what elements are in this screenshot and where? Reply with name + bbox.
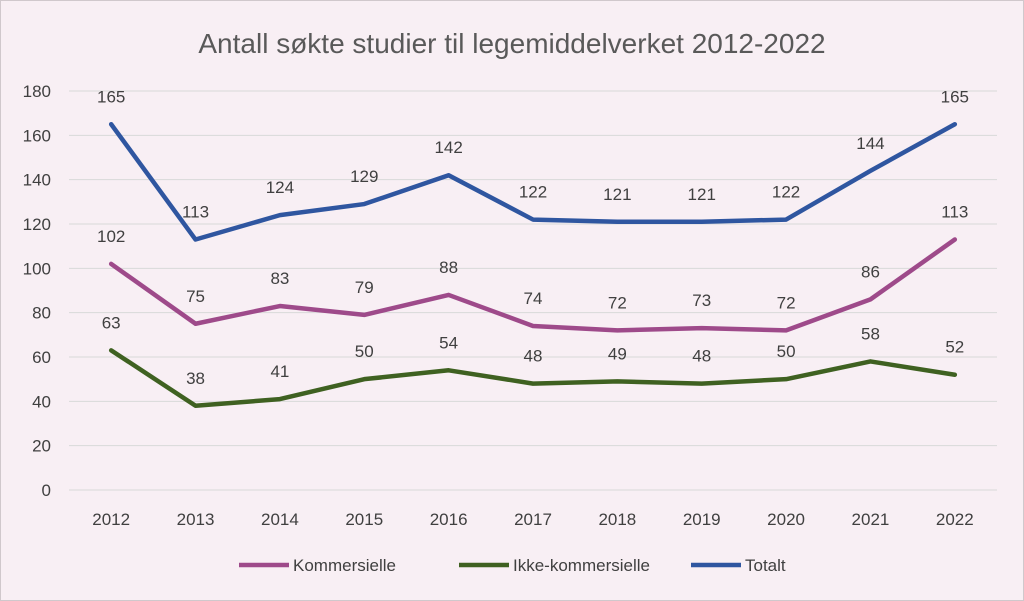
data-label-kommersielle: 72: [608, 293, 627, 312]
data-label-totalt: 113: [182, 203, 209, 222]
data-label-kommersielle: 79: [355, 278, 374, 297]
data-label-ikke-kommersielle: 50: [777, 342, 796, 361]
data-label-totalt: 165: [97, 87, 125, 106]
legend-label-ikke-kommersielle: Ikke-kommersielle: [513, 556, 650, 575]
data-label-kommersielle: 75: [186, 287, 205, 306]
data-label-ikke-kommersielle: 38: [186, 369, 205, 388]
data-label-kommersielle: 102: [97, 227, 125, 246]
y-tick-label: 60: [32, 348, 51, 367]
y-tick-label: 160: [23, 126, 51, 145]
x-tick-label: 2013: [177, 510, 215, 529]
data-label-kommersielle: 86: [861, 262, 880, 281]
data-label-kommersielle: 72: [777, 293, 796, 312]
data-label-kommersielle: 73: [692, 291, 711, 310]
data-label-totalt: 144: [856, 134, 884, 153]
x-tick-label: 2021: [852, 510, 890, 529]
y-tick-label: 20: [32, 437, 51, 456]
data-label-kommersielle: 83: [270, 269, 289, 288]
data-label-ikke-kommersielle: 49: [608, 344, 627, 363]
legend: Kommersielle Ikke-kommersielle Totalt: [239, 556, 786, 575]
y-tick-label: 0: [42, 481, 51, 500]
x-tick-label: 2022: [936, 510, 974, 529]
data-label-ikke-kommersielle: 63: [102, 313, 121, 332]
data-labels: 102 75 83 79 88 74 72 73 72 86 113 63 38 41 50 54 48 49 48…: [97, 87, 969, 388]
x-tick-label: 2018: [598, 510, 636, 529]
x-tick-label: 2016: [430, 510, 468, 529]
data-label-totalt: 122: [772, 183, 800, 202]
y-tick-label: 120: [23, 215, 51, 234]
legend-label-kommersielle: Kommersielle: [293, 556, 396, 575]
series-line-totalt: [108, 122, 958, 242]
legend-label-totalt: Totalt: [745, 556, 786, 575]
data-label-totalt: 122: [519, 183, 547, 202]
data-label-ikke-kommersielle: 54: [439, 333, 458, 352]
x-tick-label: 2017: [514, 510, 552, 529]
data-label-kommersielle: 74: [524, 289, 543, 308]
data-label-ikke-kommersielle: 48: [524, 347, 543, 366]
series-lines: [108, 122, 958, 409]
data-label-totalt: 124: [266, 178, 294, 197]
data-label-ikke-kommersielle: 52: [945, 338, 964, 357]
y-tick-label: 100: [23, 259, 51, 278]
y-tick-label: 80: [32, 304, 51, 323]
data-label-ikke-kommersielle: 50: [355, 342, 374, 361]
x-tick-label: 2012: [92, 510, 130, 529]
data-label-totalt: 121: [603, 185, 631, 204]
series-line-kommersielle: [108, 237, 958, 333]
data-label-kommersielle: 88: [439, 258, 458, 277]
y-tick-label: 180: [23, 82, 51, 101]
x-tick-label: 2015: [345, 510, 383, 529]
data-label-totalt: 121: [688, 185, 716, 204]
data-label-totalt: 142: [434, 138, 462, 157]
chart-title: Antall søkte studier til legemiddelverke…: [198, 28, 825, 59]
y-tick-label: 140: [23, 171, 51, 190]
axes: 0 20 40 60 80 100 120 140 160 180 2012 2013 2014 2015…: [23, 82, 974, 529]
y-tick-label: 40: [32, 392, 51, 411]
data-label-totalt: 129: [350, 167, 378, 186]
data-label-ikke-kommersielle: 58: [861, 324, 880, 343]
data-label-totalt: 165: [941, 87, 969, 106]
data-label-ikke-kommersielle: 41: [270, 362, 289, 381]
series-line-ikke-kommersielle: [108, 348, 958, 409]
data-label-kommersielle: 113: [941, 203, 968, 222]
x-tick-label: 2020: [767, 510, 805, 529]
x-tick-label: 2014: [261, 510, 299, 529]
x-tick-label: 2019: [683, 510, 721, 529]
data-label-ikke-kommersielle: 48: [692, 347, 711, 366]
